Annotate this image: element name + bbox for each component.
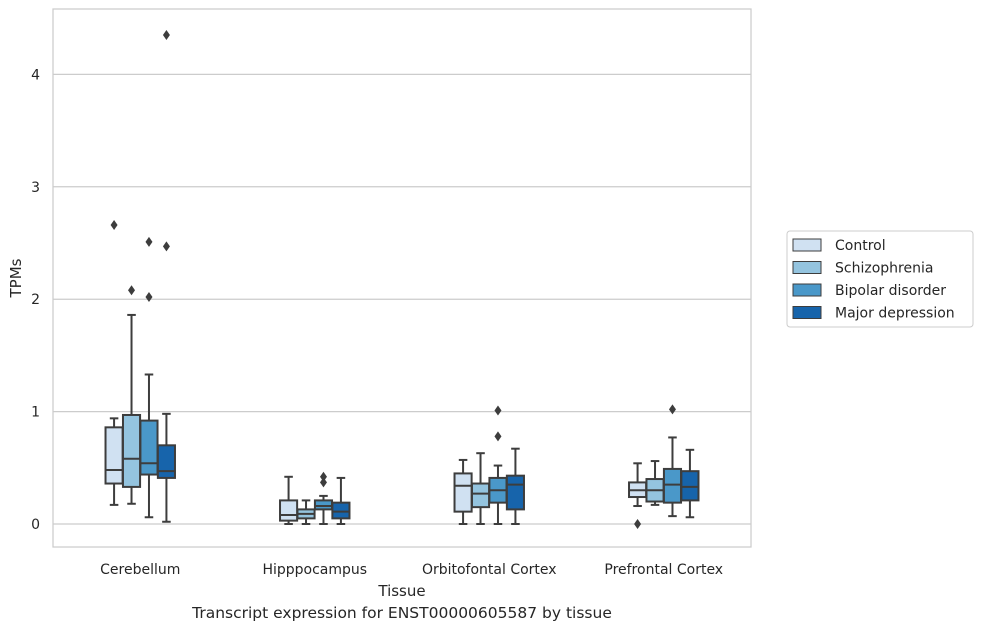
x-tick-label: Hipppocampus	[262, 562, 367, 578]
box-3-2	[662, 404, 683, 518]
y-tick-label: 0	[31, 517, 40, 533]
box-iqr	[680, 470, 700, 502]
outlier-point	[145, 291, 153, 302]
box-2-0	[453, 458, 473, 525]
x-tick-labels: Cerebellum Hipppocampus Orbitofontal Corte…	[100, 562, 723, 578]
box-3-3	[680, 448, 700, 519]
outlier-point	[494, 405, 502, 416]
legend-swatch	[792, 283, 822, 297]
box-iqr	[470, 482, 491, 509]
y-tick-label: 4	[31, 67, 40, 83]
legend: Control Schizophrenia Bipolar disorder Majo…	[786, 230, 974, 328]
outlier-point	[634, 519, 642, 529]
outlier-point	[494, 431, 502, 442]
box-iqr	[331, 501, 351, 520]
box-iqr	[104, 426, 124, 485]
y-axis-label: TPMs	[7, 258, 25, 298]
box-2-1	[470, 452, 491, 525]
box-0-0	[104, 220, 124, 506]
box-iqr	[121, 413, 142, 488]
box-2-3	[505, 447, 525, 525]
box-0-2	[139, 236, 159, 519]
box-iqr	[662, 467, 683, 504]
plot-area-frame	[52, 8, 752, 548]
x-axis-label: Tissue	[377, 582, 425, 600]
box-iqr	[453, 472, 473, 513]
chart-caption: Transcript expression for ENST0000060558…	[192, 604, 612, 622]
box-iqr	[505, 474, 525, 511]
x-tick-label: Prefrontal Cortex	[604, 562, 723, 578]
outlier-point	[162, 30, 170, 41]
y-tick-label: 1	[31, 405, 40, 421]
outlier-point	[319, 477, 327, 488]
box-iqr	[156, 444, 176, 479]
box-1-1	[296, 499, 316, 525]
legend-frame	[786, 230, 974, 328]
box-1-2	[313, 471, 334, 525]
legend-label: Control	[835, 238, 886, 254]
box-3-1	[645, 460, 665, 506]
box-iqr	[313, 499, 334, 511]
outlier-point	[110, 220, 118, 231]
outlier-point	[128, 285, 136, 296]
legend-swatch	[792, 306, 822, 319]
x-tick-label: Cerebellum	[100, 562, 180, 578]
legend-label: Schizophrenia	[835, 261, 933, 277]
y-tick-labels: 0 1 2 3 4	[31, 67, 40, 533]
x-tick-label: Orbitofontal Cortex	[422, 562, 557, 578]
box-2-2	[488, 405, 508, 525]
box-3-0	[628, 462, 648, 529]
legend-swatch	[792, 238, 822, 252]
legend-label: Major depression	[835, 306, 955, 322]
box-0-3	[156, 30, 176, 523]
outlier-point	[319, 471, 327, 482]
box-1-0	[279, 475, 299, 525]
boxes-layer	[104, 30, 700, 529]
box-1-3	[331, 476, 351, 525]
outlier-point	[668, 404, 676, 415]
legend-swatch	[792, 261, 822, 274]
y-tick-label: 3	[31, 180, 40, 196]
outlier-point	[162, 241, 170, 252]
y-tick-label: 2	[31, 292, 40, 308]
legend-label: Bipolar disorder	[835, 283, 946, 299]
outlier-point	[145, 236, 153, 247]
box-iqr	[279, 499, 299, 522]
box-0-1	[121, 285, 142, 505]
box-iqr	[139, 419, 159, 476]
